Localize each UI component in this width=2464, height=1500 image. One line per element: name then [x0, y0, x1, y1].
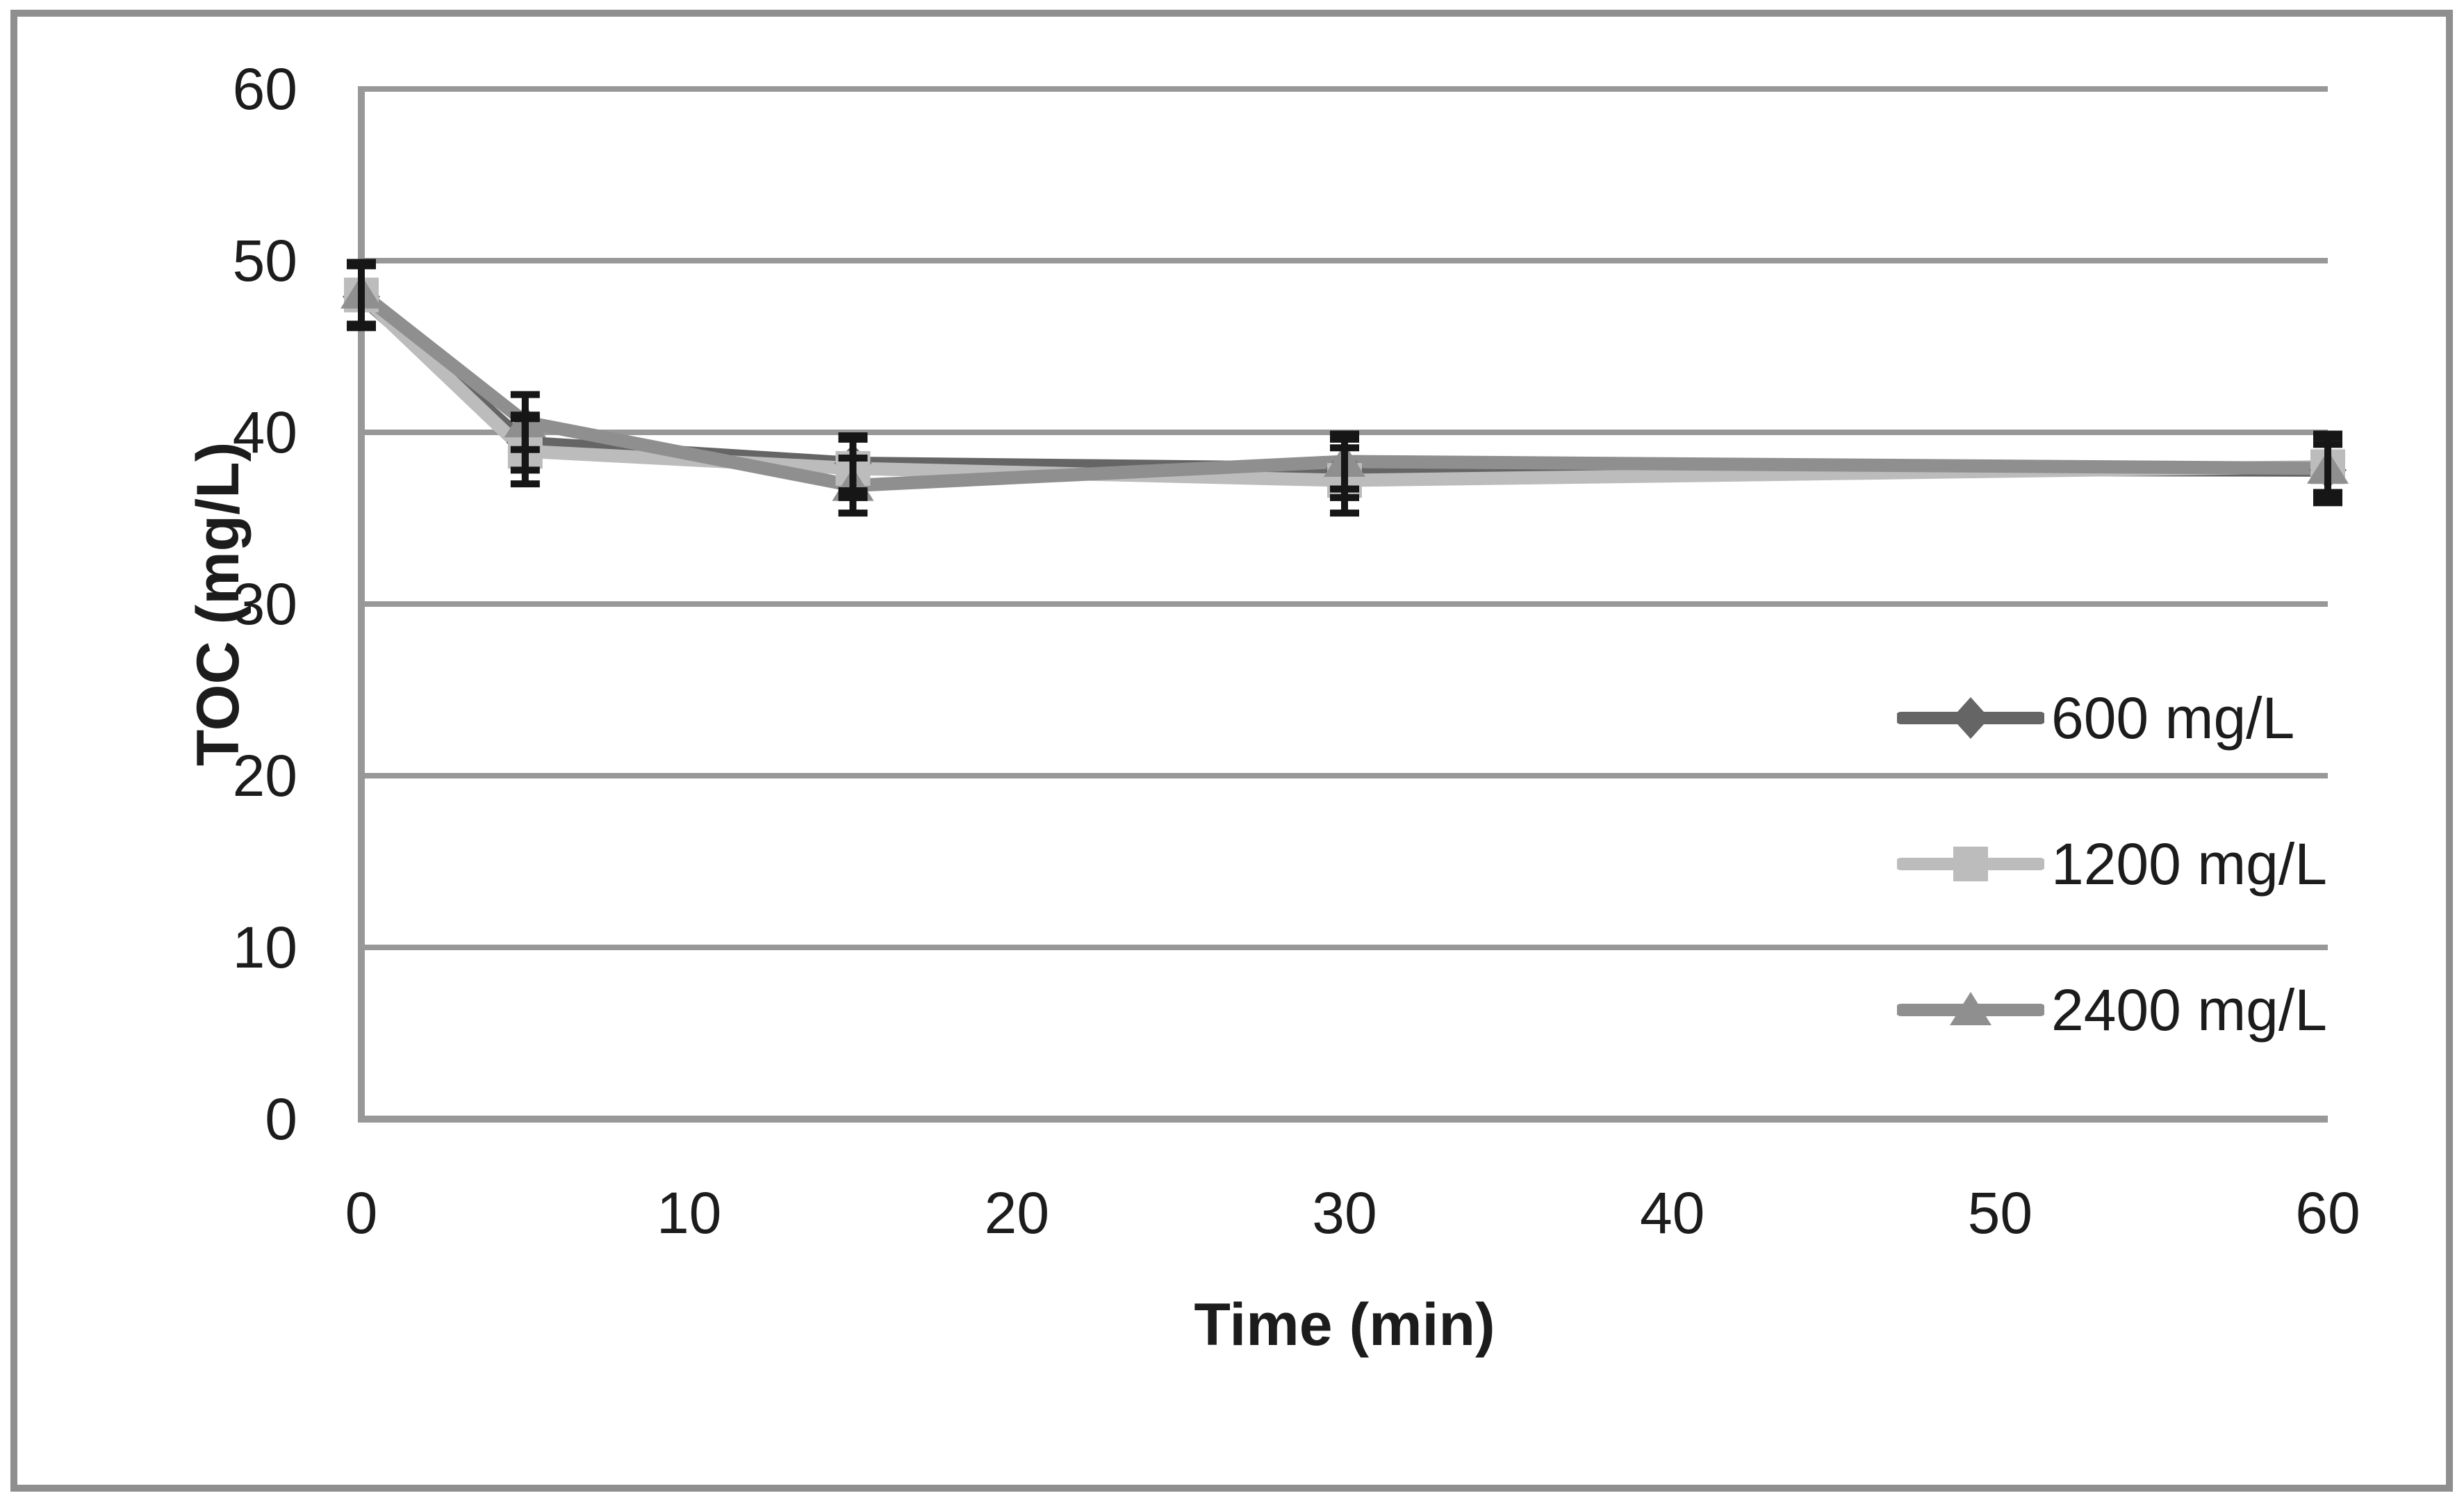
y-tick-label: 40: [232, 400, 297, 465]
legend-label: 2400 mg/L: [2051, 977, 2327, 1043]
x-tick-label: 10: [656, 1180, 722, 1246]
y-tick-label: 10: [232, 915, 297, 980]
y-tick-label: 0: [265, 1086, 297, 1152]
legend-marker-diamond: [1897, 697, 2044, 739]
y-tick-label: 50: [232, 228, 297, 293]
y-tick-label: 30: [232, 571, 297, 637]
x-tick-label: 0: [345, 1180, 378, 1246]
y-tick-label: 20: [232, 743, 297, 808]
legend-marker-square: [1897, 847, 2044, 881]
x-tick-label: 30: [1312, 1180, 1377, 1246]
x-tick-label: 50: [1967, 1180, 2033, 1246]
legend-item-600-mg-l: 600 mg/L: [1897, 680, 2294, 756]
legend-label: 1200 mg/L: [2051, 831, 2327, 897]
x-tick-label: 60: [2295, 1180, 2360, 1246]
y-tick-label: 60: [232, 56, 297, 122]
legend-marker-triangle: [1897, 992, 2044, 1025]
x-tick-label: 20: [984, 1180, 1050, 1246]
legend-label: 600 mg/L: [2051, 685, 2295, 751]
legend-item-2400-mg-l: 2400 mg/L: [1897, 972, 2327, 1048]
x-axis-title: Time (min): [1194, 1291, 1495, 1358]
x-tick-label: 40: [1639, 1180, 1705, 1246]
legend-item-1200-mg-l: 1200 mg/L: [1897, 826, 2327, 902]
